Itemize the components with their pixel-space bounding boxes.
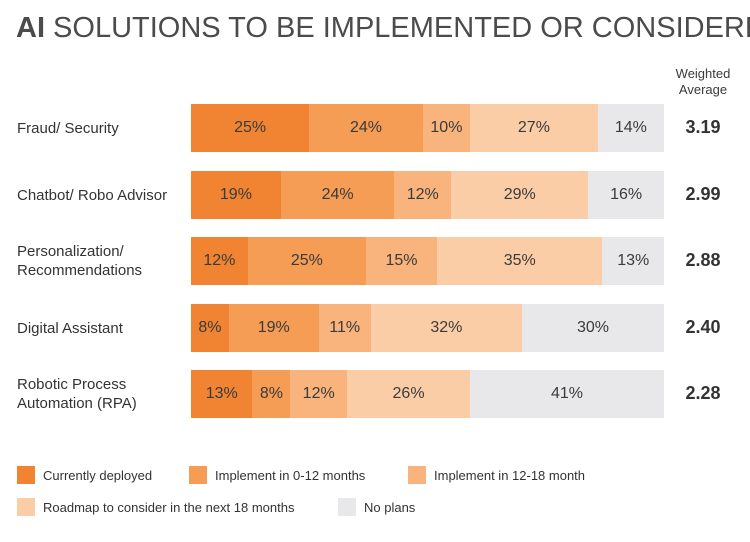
data-label: 32%	[430, 319, 463, 336]
bar-row: 12% 25% 15% 35% 13%	[191, 237, 664, 285]
data-label: 24%	[349, 119, 383, 136]
bar-segment: 26%	[347, 370, 471, 418]
legend-item: Currently deployed	[17, 466, 152, 484]
data-label: 10%	[430, 119, 463, 136]
data-label: 14%	[614, 119, 647, 136]
category-label: Personalization/Recommendations	[17, 242, 187, 280]
category-label: Chatbot/ Robo Advisor	[17, 186, 187, 205]
data-label: 13%	[205, 385, 238, 402]
data-label: 25%	[234, 119, 267, 136]
weighted-average-value: 2.99	[685, 184, 721, 204]
bar-segment: 12%	[394, 171, 452, 219]
chart-title: AI SOLUTIONS TO BE IMPLEMENTED OR CONSID…	[16, 12, 750, 45]
legend-label: Implement in 0-12 months	[215, 467, 366, 483]
bar-segment: 27%	[470, 104, 598, 152]
data-label: 27%	[517, 119, 550, 136]
weighted-average-value: 2.40	[685, 317, 721, 337]
data-label: 19%	[219, 186, 252, 203]
data-label: 12%	[203, 252, 236, 269]
legend-swatch	[189, 466, 207, 484]
data-label: 16%	[610, 186, 643, 203]
title-bold: AI	[16, 12, 45, 44]
legend-label: Currently deployed	[43, 467, 153, 483]
weighted-average-value: 2.28	[685, 383, 721, 403]
bar-segment: 24%	[309, 104, 423, 152]
data-label: 25%	[290, 252, 323, 269]
category-label-line: Chatbot/ Robo Advisor	[17, 186, 168, 204]
bar-segment: 13%	[602, 237, 664, 285]
bar-segment: 8%	[252, 370, 291, 418]
weighted-average-value: 3.19	[685, 117, 721, 137]
bar-segment: 19%	[228, 304, 319, 352]
data-label: 19%	[257, 319, 290, 336]
data-label: 35%	[503, 252, 536, 269]
bar-segment: 32%	[370, 304, 523, 352]
bar-segment: 11%	[318, 304, 371, 352]
data-label: 26%	[392, 385, 425, 402]
data-label: 11%	[329, 319, 361, 336]
data-label: 15%	[385, 252, 418, 269]
wa-header-line-2: Average	[678, 82, 728, 97]
category-label: Robotic Process Automation (RPA)	[17, 375, 187, 413]
bar-row: 8% 19% 11% 32% 30%	[191, 304, 664, 352]
data-label: 30%	[576, 319, 610, 336]
weighted-average-value: 2.88	[685, 250, 721, 270]
legend-label: No plans	[364, 499, 416, 515]
bar-segment: 12%	[191, 237, 248, 285]
bar-segment: 41%	[470, 370, 664, 418]
data-label: 12%	[302, 385, 335, 402]
bar-segment: 15%	[366, 237, 437, 285]
bar-segment: 16%	[588, 171, 664, 219]
bar-segment: 12%	[290, 370, 348, 418]
bar-row: 13% 8% 12% 26% 41%	[191, 370, 664, 418]
wa-header-line-1: Weighted	[675, 66, 731, 81]
category-label-line: Automation (RPA)	[17, 395, 137, 412]
title-rest: SOLUTIONS TO BE IMPLEMENTED OR CONSIDERE…	[45, 12, 750, 44]
bar-segment: 35%	[436, 237, 603, 285]
legend-label: Roadmap to consider in the next 18 month…	[43, 499, 295, 515]
bar-segment: 13%	[191, 370, 253, 418]
bar-segment: 24%	[280, 171, 395, 219]
category-label-line: Digital Assistant	[17, 319, 123, 337]
legend-label: Implement in 12-18 month	[434, 467, 586, 483]
category-label: Digital Assistant	[17, 319, 187, 338]
legend-item: Roadmap to consider in the next 18 month…	[17, 498, 294, 516]
bar-segment: 30%	[522, 304, 664, 352]
category-label: Fraud/ Security	[17, 119, 187, 138]
legend-swatch	[17, 498, 35, 516]
category-label-line: Fraud/ Security	[17, 119, 119, 137]
legend-item: No plans	[338, 498, 415, 516]
category-label-line: Recommendations	[17, 262, 143, 279]
bar-segment: 19%	[191, 171, 281, 219]
data-label: 29%	[503, 186, 536, 203]
legend-swatch	[17, 466, 35, 484]
legend-item: Implement in 0-12 months	[189, 466, 365, 484]
legend-swatch	[338, 498, 356, 516]
category-label-line: Personalization/	[17, 243, 124, 260]
data-label: 12%	[406, 186, 439, 203]
category-label-line: Robotic Process	[17, 376, 127, 393]
bar-segment: 29%	[451, 171, 589, 219]
data-label: 8%	[259, 385, 283, 402]
bar-segment: 25%	[247, 237, 366, 285]
legend-item: Implement in 12-18 month	[408, 466, 585, 484]
bar-row: 19% 24% 12% 29% 16%	[191, 171, 664, 219]
legend-swatch	[408, 466, 426, 484]
bar-segment: 25%	[191, 104, 310, 152]
bar-segment: 8%	[191, 304, 229, 352]
weighted-average-header: Weighted Average	[664, 66, 742, 98]
bar-segment: 14%	[597, 104, 664, 152]
data-label: 24%	[321, 186, 354, 203]
data-label: 13%	[617, 252, 650, 269]
data-label: 41%	[550, 385, 583, 402]
bar-row: 25% 24% 10% 27% 14%	[191, 104, 664, 152]
bar-segment: 10%	[422, 104, 471, 152]
data-label: 8%	[198, 319, 222, 336]
